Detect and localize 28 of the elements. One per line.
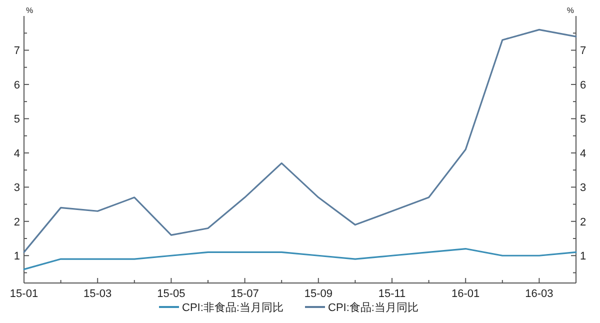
legend-label: CPI:非食品:当月同比: [182, 301, 284, 314]
y-tick-label: 1: [14, 250, 20, 263]
y-tick-label: 3: [14, 182, 20, 194]
y-tick-label: 7: [14, 45, 20, 58]
y-tick-label: 4: [14, 148, 20, 160]
x-tick-label: 15-07: [230, 288, 259, 300]
y2-tick-label: 2: [580, 216, 586, 228]
line-series: [23, 28, 577, 253]
x-tick-label: 16-01: [452, 288, 480, 300]
y2-tick-label: 6: [580, 79, 586, 92]
x-tick-label: 15-05: [157, 288, 186, 300]
line-series: [23, 248, 577, 270]
x-tick-label: 15-03: [84, 288, 112, 300]
y-tick-label: 6: [14, 79, 20, 92]
x-tick-label: 15-01: [10, 288, 38, 300]
legend-label: CPI:食品:当月同比: [328, 301, 418, 314]
y-tick-label: 5: [14, 114, 20, 126]
x-tick-label: 16-03: [525, 288, 554, 300]
y2-tick-label: 5: [580, 114, 586, 126]
y2-tick-label: 4: [580, 148, 586, 160]
x-tick-label: 15-09: [304, 288, 332, 300]
y2-tick-label: 3: [580, 182, 586, 194]
x-tick-label: 15-11: [378, 288, 406, 300]
y2-tick-label: 1: [580, 250, 586, 263]
y2-axis-title: %: [566, 6, 574, 15]
y-axis-title: %: [26, 6, 34, 15]
y-tick-label: 2: [14, 216, 20, 228]
y2-tick-label: 7: [580, 45, 586, 58]
